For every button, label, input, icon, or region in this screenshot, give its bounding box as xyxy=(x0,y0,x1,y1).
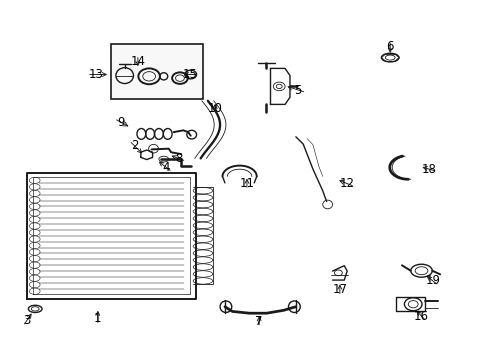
Text: 4: 4 xyxy=(162,161,170,174)
Text: 7: 7 xyxy=(255,315,263,328)
Text: 19: 19 xyxy=(425,274,439,287)
Text: 1: 1 xyxy=(94,312,102,325)
Text: 15: 15 xyxy=(182,68,197,81)
Text: 18: 18 xyxy=(421,163,436,176)
Text: 8: 8 xyxy=(174,152,182,165)
Text: 2: 2 xyxy=(130,139,138,152)
Text: 12: 12 xyxy=(339,177,354,190)
Text: 13: 13 xyxy=(88,68,103,81)
Text: 11: 11 xyxy=(239,177,254,190)
Bar xyxy=(111,44,203,99)
Text: 14: 14 xyxy=(130,55,145,68)
Text: 17: 17 xyxy=(332,283,346,296)
Text: 9: 9 xyxy=(117,116,125,129)
Text: 10: 10 xyxy=(207,102,222,114)
Text: 3: 3 xyxy=(23,314,31,327)
Text: 5: 5 xyxy=(294,84,302,96)
Text: 6: 6 xyxy=(386,40,393,53)
Text: 16: 16 xyxy=(413,310,428,323)
